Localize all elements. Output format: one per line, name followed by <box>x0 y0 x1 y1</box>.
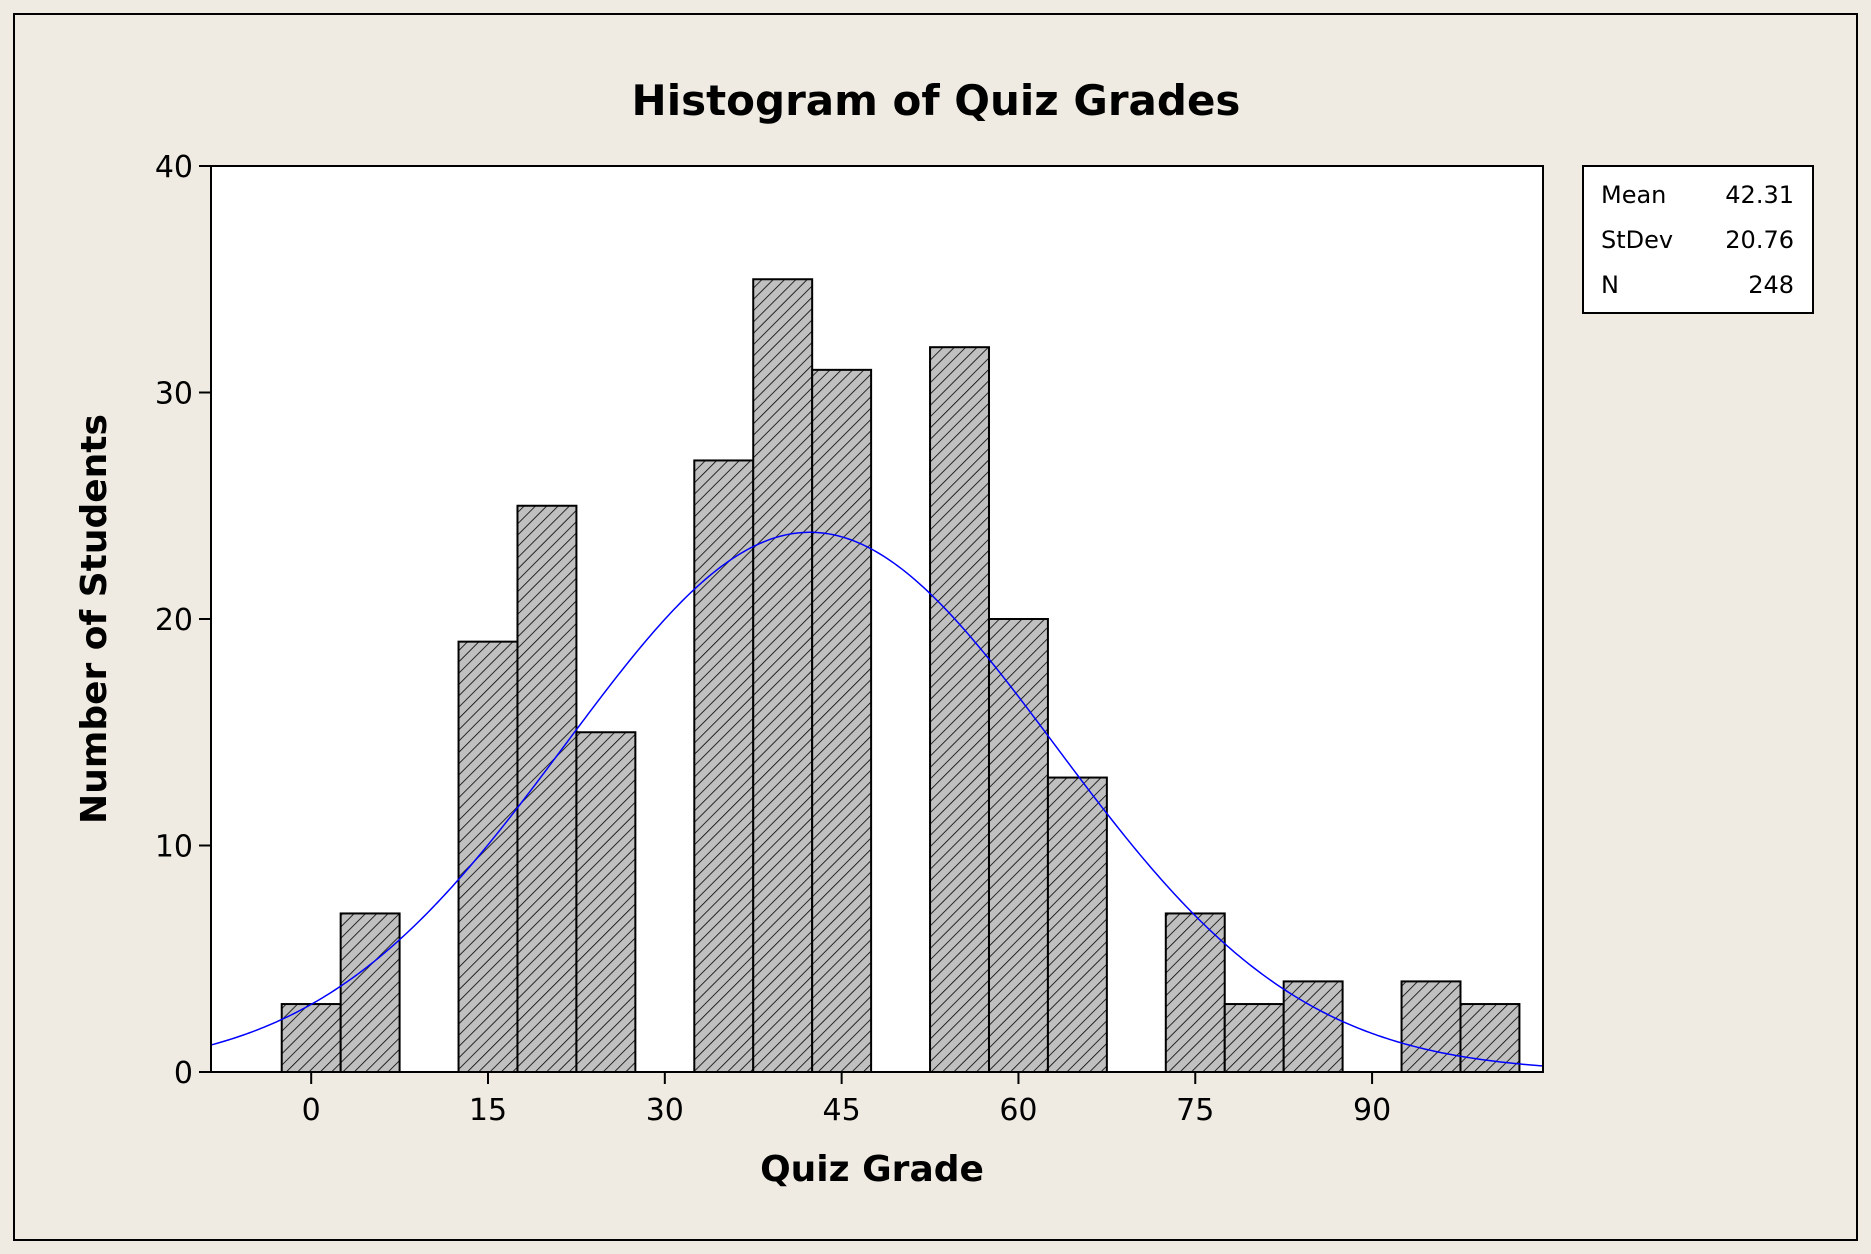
y-tick-label-0: 0 <box>174 1056 193 1091</box>
stats-value-stdev: 20.76 <box>1725 226 1794 254</box>
stats-legend-frame <box>1582 165 1814 314</box>
stats-legend-box: Mean 42.31 StDev 20.76 N 248 <box>1582 165 1814 314</box>
y-tick-label-2: 20 <box>155 603 193 638</box>
stats-value-mean: 42.31 <box>1725 181 1794 209</box>
histogram-bars <box>280 278 1521 1074</box>
histogram-bar-5 <box>575 731 637 1073</box>
histogram-bar-9 <box>811 368 873 1074</box>
y-axis: 0 10 20 30 40 <box>155 150 211 1091</box>
y-tick-label-4: 40 <box>155 150 193 185</box>
histogram-bar-15 <box>1164 912 1226 1074</box>
x-tick-label-4: 60 <box>999 1093 1037 1128</box>
histogram-bar-7 <box>693 459 755 1073</box>
x-tick-label-6: 90 <box>1353 1093 1391 1128</box>
x-tick-label-1: 15 <box>469 1093 507 1128</box>
chart-outer-border <box>13 13 1858 1241</box>
histogram-bar-8 <box>752 278 814 1073</box>
stats-label-mean: Mean <box>1601 181 1666 209</box>
plot-area <box>211 166 1543 1072</box>
stats-value-n: 248 <box>1748 271 1794 299</box>
histogram-bar-20 <box>1459 1003 1521 1073</box>
y-axis-title: Number of Students <box>74 414 115 824</box>
histogram-bar-19 <box>1400 980 1462 1074</box>
histogram-bar-0 <box>280 1003 342 1073</box>
stats-label-stdev: StDev <box>1601 226 1673 254</box>
normal-fit-curve <box>210 531 1544 1067</box>
histogram-bar-4 <box>516 504 578 1073</box>
histogram-bar-1 <box>339 912 401 1074</box>
y-tick-label-1: 10 <box>155 830 193 865</box>
x-axis-title: Quiz Grade <box>760 1149 984 1190</box>
histogram-bar-12 <box>987 618 1049 1073</box>
stats-label-n: N <box>1601 271 1619 299</box>
x-tick-label-5: 75 <box>1176 1093 1214 1128</box>
y-tick-label-3: 30 <box>155 377 193 412</box>
chart-title: Histogram of Quiz Grades <box>632 76 1241 125</box>
histogram-bar-3 <box>457 640 519 1074</box>
x-tick-label-2: 30 <box>646 1093 684 1128</box>
histogram-bar-16 <box>1223 1003 1285 1073</box>
x-tick-label-3: 45 <box>823 1093 861 1128</box>
x-axis: 0 15 30 45 60 75 90 <box>302 1072 1391 1128</box>
x-tick-label-0: 0 <box>302 1093 321 1128</box>
histogram-bar-13 <box>1046 776 1108 1073</box>
histogram-bar-11 <box>929 346 990 1073</box>
